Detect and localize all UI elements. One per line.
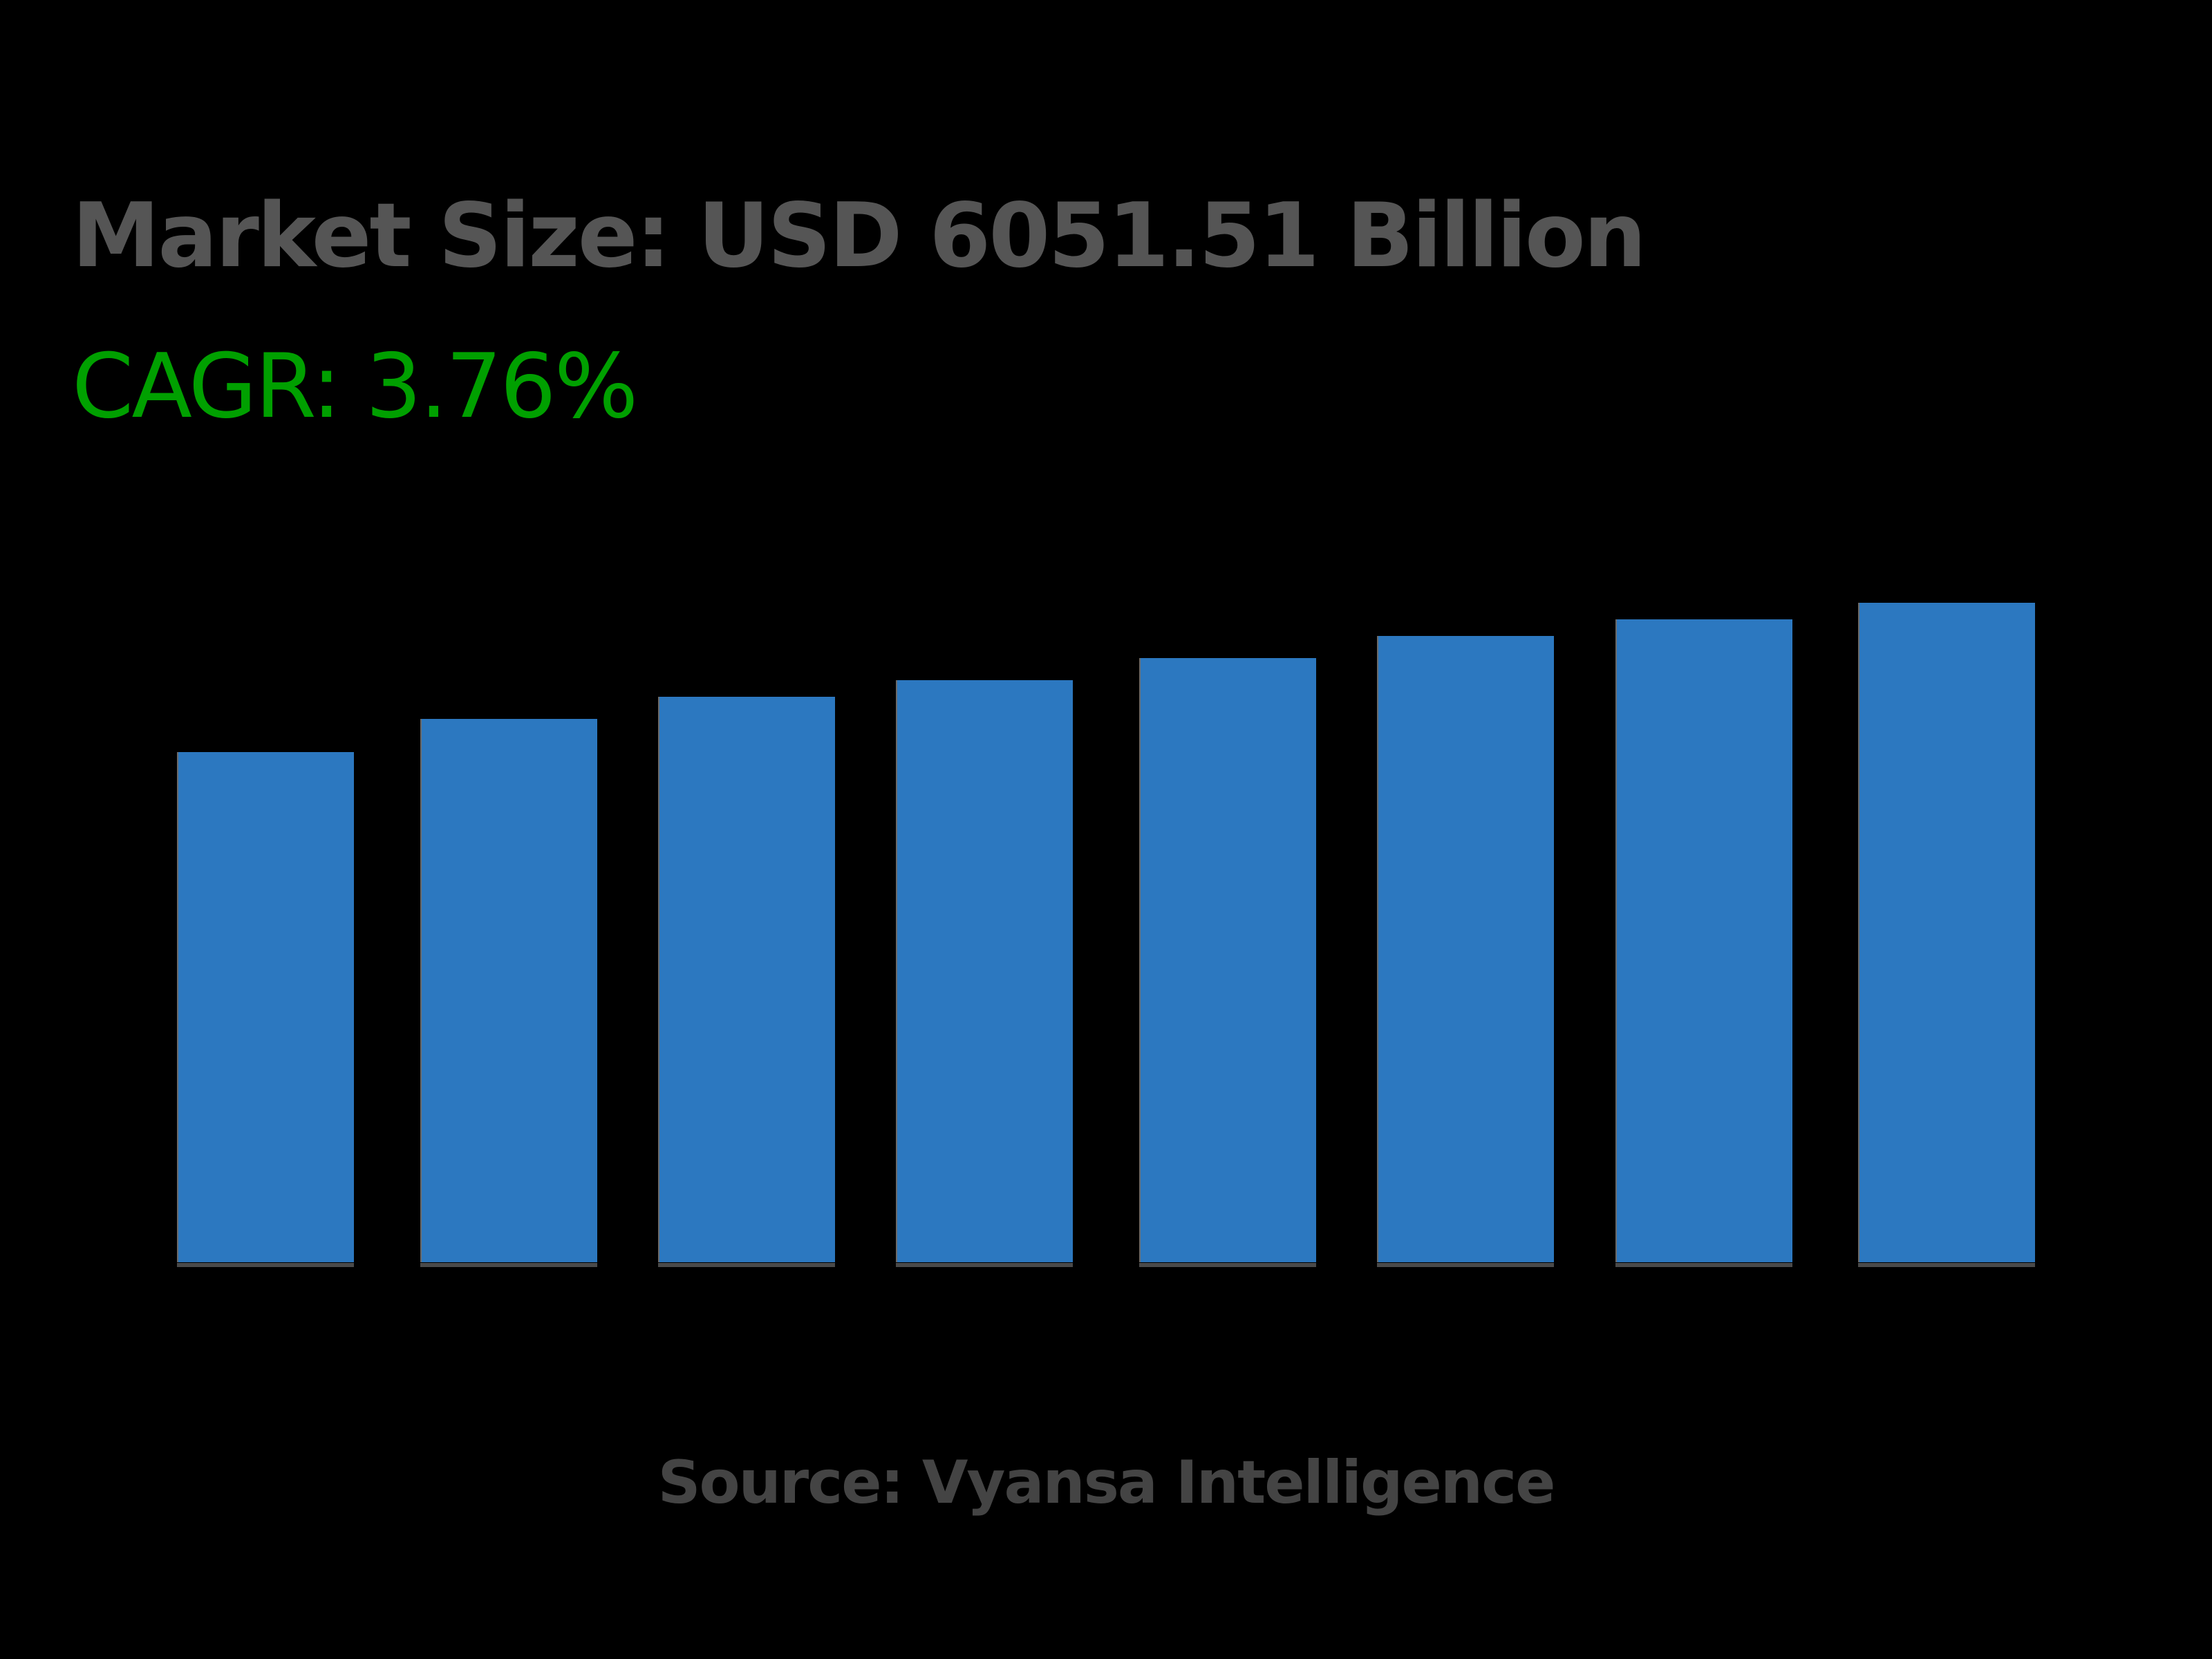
bar — [1858, 603, 2035, 1262]
bar-baseline — [1377, 1263, 1554, 1267]
bar-baseline — [658, 1263, 835, 1267]
market-size-title: Market Size: USD 6051.51 Billion — [72, 185, 1647, 288]
source-caption: Source: Vyansa Intelligence — [657, 1448, 1556, 1517]
cagr-subtitle: CAGR: 3.76% — [72, 335, 638, 438]
bar — [177, 752, 354, 1262]
bar — [1139, 658, 1316, 1262]
bar-baseline — [177, 1263, 354, 1267]
bar-baseline — [420, 1263, 597, 1267]
bar-baseline — [1139, 1263, 1316, 1267]
bar — [1615, 619, 1792, 1262]
bar — [1377, 636, 1554, 1262]
bar-baseline — [1615, 1263, 1792, 1267]
bar — [896, 680, 1073, 1262]
bar-baseline — [1858, 1263, 2035, 1267]
bar-baseline — [896, 1263, 1073, 1267]
bar — [658, 697, 835, 1262]
bar — [420, 719, 597, 1262]
